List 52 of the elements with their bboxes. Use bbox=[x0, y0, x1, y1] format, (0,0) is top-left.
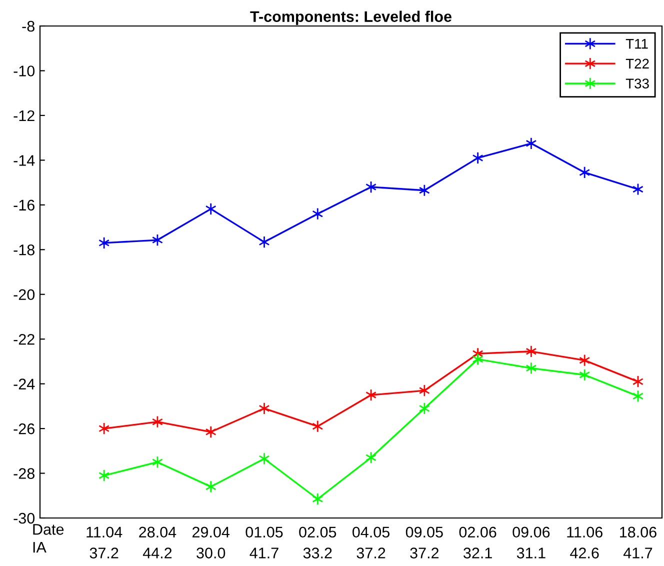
x-tick-label: 11.06 42.6 bbox=[567, 526, 602, 558]
point bbox=[579, 354, 590, 367]
point bbox=[205, 202, 216, 216]
text: IA bbox=[33, 542, 46, 553]
x-tick-label: 02.05 33.2 bbox=[299, 526, 336, 558]
x-tick-label: 01.05 41.7 bbox=[246, 526, 283, 558]
y-tick-label: -8 bbox=[22, 20, 34, 32]
point bbox=[579, 166, 590, 179]
point bbox=[472, 152, 484, 164]
point bbox=[418, 184, 430, 197]
text: Date bbox=[33, 524, 64, 535]
legend-label: T11 bbox=[626, 39, 648, 49]
point bbox=[418, 402, 430, 415]
point bbox=[98, 422, 110, 435]
y-tick-label: -30 bbox=[14, 512, 35, 524]
y-tick-label: -24 bbox=[14, 378, 35, 390]
point bbox=[312, 492, 324, 506]
chart-title: T-components: Leveled floe bbox=[250, 10, 452, 26]
x-tick-label: 04.05 37.2 bbox=[352, 526, 390, 558]
x-tick-label: 29.04 30.0 bbox=[192, 526, 230, 558]
point bbox=[418, 384, 430, 397]
point bbox=[205, 480, 216, 493]
point bbox=[98, 469, 110, 482]
y-tick-label: -26 bbox=[14, 423, 34, 434]
point bbox=[526, 345, 537, 358]
x-tick-label: 18.06 41.7 bbox=[620, 526, 656, 558]
y-tick-label: -28 bbox=[14, 468, 34, 479]
point bbox=[258, 452, 270, 465]
legend-label: T22 bbox=[626, 58, 649, 68]
point bbox=[98, 236, 110, 250]
point bbox=[312, 208, 324, 220]
y-tick-label: -16 bbox=[14, 200, 34, 211]
point bbox=[205, 426, 216, 438]
x-tick-label: 09.06 31.1 bbox=[512, 526, 550, 558]
y-tick-label: -18 bbox=[14, 244, 34, 256]
y-tick-label: -10 bbox=[14, 66, 35, 76]
legend-label: T33 bbox=[626, 78, 649, 88]
point bbox=[579, 368, 590, 382]
point bbox=[526, 362, 537, 374]
point bbox=[312, 420, 324, 433]
x-tick-label: 11.04 37.2 bbox=[86, 526, 122, 558]
y-tick-label: -12 bbox=[14, 110, 34, 121]
x-tick-label: 02.06 32.1 bbox=[459, 526, 496, 558]
x-tick-label: 28.04 44.2 bbox=[139, 526, 176, 558]
y-tick-label: -22 bbox=[14, 334, 34, 345]
x-tick-label: 09.05 37.2 bbox=[406, 526, 443, 558]
point bbox=[258, 402, 270, 415]
point bbox=[472, 352, 484, 366]
point bbox=[258, 236, 270, 248]
y-tick-label: -14 bbox=[14, 155, 35, 166]
y-tick-label: -20 bbox=[14, 289, 35, 300]
point bbox=[526, 137, 537, 150]
